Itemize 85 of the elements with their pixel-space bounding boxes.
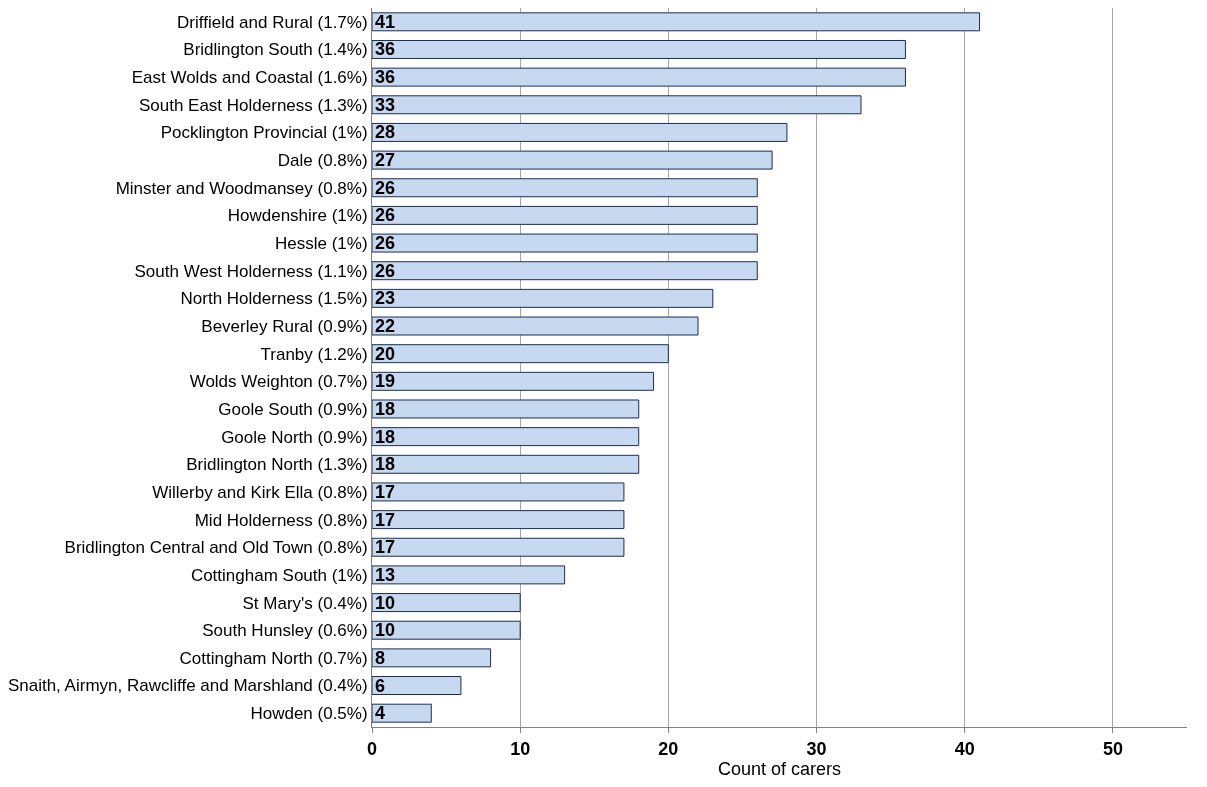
bar [372, 344, 669, 364]
y-tick-label: Bridlington North (1.3%) [186, 455, 368, 475]
y-tick-label: St Mary's (0.4%) [242, 593, 368, 613]
data-label: 41 [375, 11, 396, 32]
bar [372, 593, 521, 613]
data-label: 26 [375, 260, 396, 281]
bar [372, 261, 758, 281]
bar [372, 316, 699, 336]
bar [372, 703, 432, 723]
bar [372, 427, 640, 447]
data-label: 26 [375, 205, 396, 226]
y-tick-label: Willerby and Kirk Ella (0.8%) [152, 482, 368, 502]
data-label: 18 [375, 398, 396, 419]
data-label: 19 [375, 371, 396, 392]
data-label: 26 [375, 177, 396, 198]
y-tick-label: Tranby (1.2%) [260, 344, 368, 364]
bar [372, 676, 462, 696]
x-tick-label: 50 [1102, 738, 1123, 759]
y-tick-label: Cottingham North (0.7%) [179, 648, 368, 668]
bar [372, 122, 788, 142]
bar [372, 648, 492, 668]
data-label: 6 [375, 675, 386, 696]
data-label: 27 [375, 150, 396, 171]
data-label: 10 [375, 592, 396, 613]
y-tick-label: Dale (0.8%) [277, 151, 368, 171]
y-tick-label: South East Holderness (1.3%) [138, 95, 368, 115]
y-tick-label: Goole North (0.9%) [221, 427, 368, 447]
bar [372, 371, 655, 391]
data-label: 23 [375, 288, 396, 309]
bar [372, 150, 773, 170]
y-tick-label: Snaith, Airmyn, Rawcliffe and Marshland (0.4%) [7, 676, 368, 696]
bar [372, 39, 906, 59]
data-label: 26 [375, 233, 396, 254]
data-label: 17 [375, 509, 396, 530]
data-label: 17 [375, 537, 396, 558]
bar [372, 95, 862, 115]
y-tick-label: Bridlington Central and Old Town (0.8%) [64, 538, 368, 558]
bar [372, 482, 625, 502]
y-tick-label: Pocklington Provincial (1%) [160, 123, 368, 143]
bar [372, 12, 981, 32]
bar [372, 537, 625, 557]
data-label: 18 [375, 454, 396, 475]
y-tick-label: Minster and Woodmansey (0.8%) [115, 178, 368, 198]
data-label: 10 [375, 620, 396, 641]
y-tick-label: South West Holderness (1.1%) [134, 261, 368, 281]
data-label: 17 [375, 481, 396, 502]
y-tick-label: Howden (0.5%) [250, 704, 368, 724]
data-label: 36 [375, 39, 396, 60]
bar [372, 233, 758, 253]
y-tick-label: North Holderness (1.5%) [180, 289, 368, 309]
bar [372, 565, 566, 585]
bar [372, 454, 640, 474]
x-tick-label: 40 [954, 738, 975, 759]
x-tick-label: 30 [806, 738, 827, 759]
data-label: 20 [375, 343, 396, 364]
data-label: 4 [375, 703, 386, 724]
data-label: 8 [375, 647, 386, 668]
data-label: 33 [375, 94, 396, 115]
x-tick-label: 10 [510, 738, 531, 759]
data-label: 13 [375, 564, 396, 585]
y-tick-label: Goole South (0.9%) [218, 399, 368, 419]
data-label: 18 [375, 426, 396, 447]
x-tick-label: 0 [366, 738, 378, 759]
y-tick-label: Beverley Rural (0.9%) [201, 316, 368, 336]
bar [372, 288, 714, 308]
data-label: 28 [375, 122, 396, 143]
y-tick-label: Driffield and Rural (1.7%) [177, 12, 368, 32]
x-tick-label: 20 [658, 738, 679, 759]
bar [372, 510, 625, 530]
y-tick-label: Mid Holderness (0.8%) [194, 510, 368, 530]
y-tick-label: Hessle (1%) [275, 234, 368, 254]
y-tick-label: Bridlington South (1.4%) [183, 40, 368, 60]
bar [372, 620, 521, 640]
bar [372, 178, 758, 198]
data-label: 36 [375, 67, 396, 88]
y-tick-label: Cottingham South (1%) [190, 565, 368, 585]
data-label: 22 [375, 316, 396, 337]
bar [372, 205, 758, 225]
y-tick-label: South Hunsley (0.6%) [202, 621, 368, 641]
y-tick-label: East Wolds and Coastal (1.6%) [131, 68, 368, 88]
bar [372, 399, 640, 419]
x-axis-title: Count of carers [717, 758, 842, 779]
bar [372, 67, 906, 87]
y-tick-label: Howdenshire (1%) [227, 206, 368, 226]
y-tick-label: Wolds Weighton (0.7%) [189, 372, 368, 392]
